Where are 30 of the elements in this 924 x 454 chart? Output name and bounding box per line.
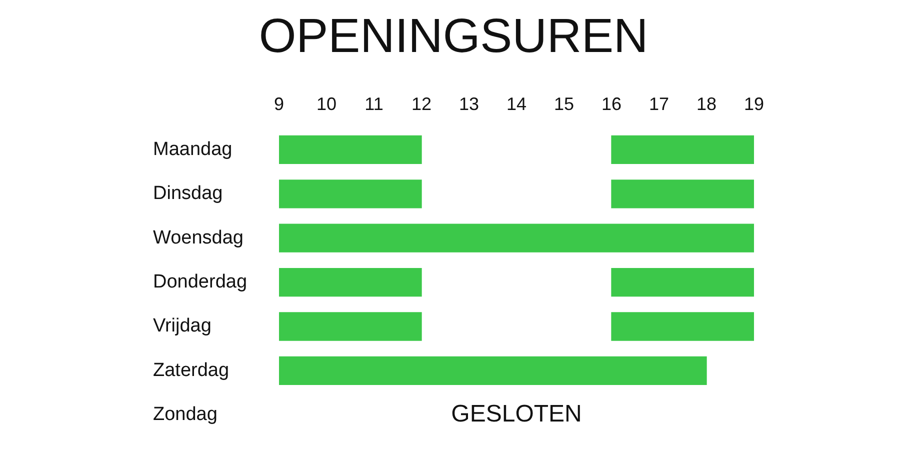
x-tick-label: 10 bbox=[316, 94, 337, 114]
x-tick-label: 19 bbox=[744, 94, 764, 114]
y-tick-label: Donderdag bbox=[153, 272, 248, 293]
x-tick-label: 13 bbox=[458, 94, 480, 114]
bar bbox=[279, 180, 422, 208]
y-tick-label: Dinsdag bbox=[153, 183, 223, 204]
x-tick-label: 12 bbox=[411, 94, 432, 114]
y-tick-label: Vrijdag bbox=[153, 316, 212, 337]
y-tick-label: Maandag bbox=[153, 138, 232, 160]
bar bbox=[279, 268, 422, 297]
bar bbox=[611, 135, 754, 164]
bar bbox=[279, 312, 422, 341]
x-tick-label: 18 bbox=[696, 94, 717, 114]
y-tick-label: Zondag bbox=[153, 404, 218, 426]
x-tick-label: 14 bbox=[506, 94, 527, 114]
x-tick-label: 9 bbox=[274, 94, 284, 114]
bar bbox=[279, 135, 422, 164]
x-tick-label: 17 bbox=[648, 94, 670, 114]
bar bbox=[611, 312, 754, 341]
y-tick-label: Woensdag bbox=[153, 227, 244, 248]
bar bbox=[279, 356, 707, 386]
bar bbox=[611, 180, 754, 208]
y-tick-label: Zaterdag bbox=[153, 360, 230, 381]
x-tick-label: 16 bbox=[601, 94, 622, 114]
x-tick-label: 11 bbox=[364, 94, 384, 114]
x-tick-label: 15 bbox=[554, 94, 574, 114]
chart-title: OPENINGSUREN bbox=[258, 10, 648, 64]
bar bbox=[611, 268, 754, 297]
bar bbox=[279, 224, 754, 252]
annotation: GESLOTEN bbox=[451, 400, 582, 428]
